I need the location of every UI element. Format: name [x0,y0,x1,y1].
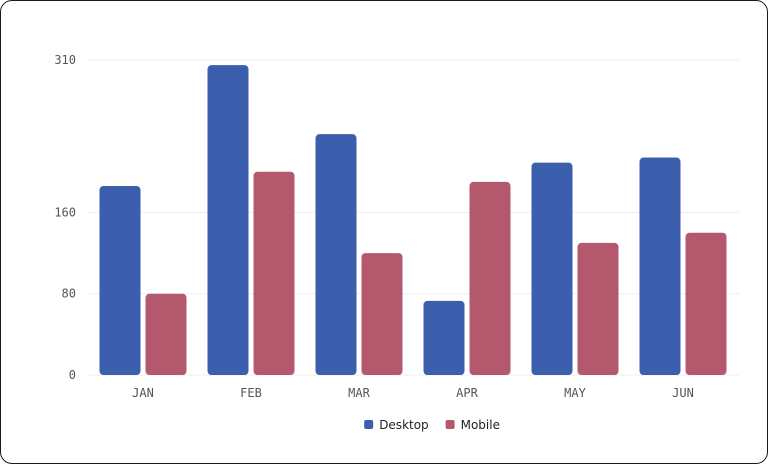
bar-mobile-jun [685,232,727,375]
bar-desktop-may [531,162,573,375]
x-tick-label: APR [456,386,478,400]
bar-mobile-mar [361,253,403,375]
bar-desktop-jun [639,157,681,375]
legend: Desktop Mobile [364,418,500,432]
bar-desktop-apr [423,300,465,375]
bar-mobile-may [577,242,619,375]
x-tick-label: JAN [132,386,154,400]
x-axis-ticks: JAN FEB MAR APR MAY JUN [132,386,694,400]
bar-mobile-jan [145,293,187,375]
bars [99,65,727,376]
y-tick-label: 80 [62,287,76,301]
x-tick-label: JUN [672,386,694,400]
y-tick-label: 0 [69,368,76,382]
bar-mobile-apr [469,181,511,375]
bar-desktop-mar [315,134,357,375]
y-tick-label: 310 [54,53,76,67]
x-tick-label: MAY [564,386,586,400]
y-tick-label: 160 [54,205,76,219]
x-tick-label: FEB [240,386,262,400]
x-tick-label: MAR [348,386,370,400]
bar-mobile-feb [253,171,295,375]
legend-swatch [364,420,374,429]
legend-item-desktop: Desktop [364,418,429,432]
y-axis-ticks: 0 80 160 310 [54,53,76,382]
legend-swatch [445,420,455,429]
bar-desktop-feb [207,65,249,376]
legend-item-mobile: Mobile [445,418,500,432]
legend-label: Mobile [461,418,500,432]
gridlines [89,59,739,376]
bar-desktop-jan [99,186,141,375]
legend-label: Desktop [379,418,429,432]
